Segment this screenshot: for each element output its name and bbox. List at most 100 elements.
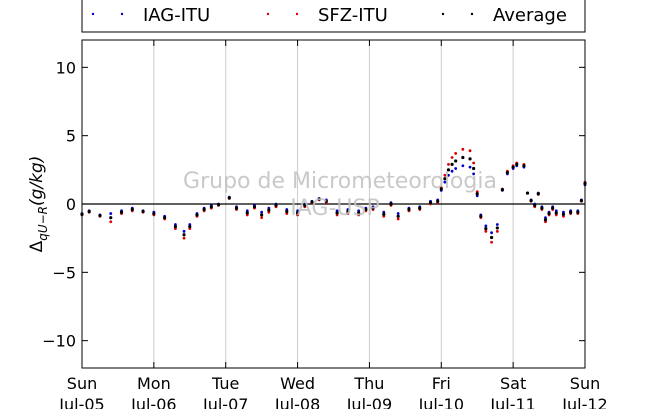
point-2-66 (551, 206, 555, 210)
point-1-47 (468, 149, 472, 153)
point-2-45 (454, 159, 458, 163)
point-2-31 (357, 211, 361, 215)
x-tick-label-date-6: Jul-11 (489, 395, 535, 409)
point-2-55 (505, 170, 509, 175)
y-axis-label-delta: Δ (27, 240, 47, 252)
point-2-23 (285, 209, 289, 214)
point-2-70 (576, 210, 580, 214)
x-tick-label-day-6: Sat (500, 374, 526, 393)
point-2-52 (489, 235, 494, 240)
legend-marker-b-1 (295, 12, 299, 16)
point-0-36 (396, 212, 400, 215)
point-2-32 (364, 207, 368, 212)
point-2-21 (267, 208, 271, 212)
point-2-36 (396, 214, 400, 218)
point-2-50 (479, 214, 483, 218)
point-2-34 (382, 212, 386, 216)
point-2-56 (511, 165, 515, 169)
point-1-48 (472, 161, 476, 165)
point-1-44 (450, 156, 454, 159)
point-0-51 (484, 224, 488, 228)
y-tick-label-4: −10 (42, 332, 76, 351)
x-tick-label-date-5: Jul-10 (418, 395, 464, 409)
point-0-48 (472, 172, 476, 176)
point-2-65 (547, 211, 551, 216)
point-2-17 (234, 206, 239, 210)
point-2-62 (536, 192, 540, 196)
point-2-20 (260, 213, 264, 217)
point-2-8 (163, 216, 167, 220)
point-2-33 (371, 206, 375, 210)
point-2-30 (346, 209, 350, 214)
point-1-20 (260, 216, 264, 220)
point-2-67 (554, 211, 558, 215)
point-2-14 (209, 205, 213, 209)
point-2-68 (561, 212, 566, 216)
x-tick-label-day-2: Tue (211, 374, 239, 393)
point-2-10 (182, 233, 186, 237)
legend-items: IAG-ITU SFZ-ITU Average (91, 5, 567, 26)
y-axis-label-subscript: qU−R (36, 206, 50, 241)
x-tick-label-day-3: Wed (280, 374, 315, 393)
point-2-35 (389, 202, 393, 206)
x-tick-label-date-2: Jul-07 (202, 395, 248, 409)
point-2-1 (87, 209, 91, 214)
point-2-18 (245, 211, 249, 215)
legend-marker-a-1 (266, 12, 270, 16)
point-2-22 (274, 203, 278, 207)
x-tick-label-date-1: Jul-06 (130, 395, 176, 409)
point-0-42 (443, 180, 447, 184)
point-2-61 (533, 203, 537, 207)
point-2-37 (407, 207, 411, 212)
point-2-63 (540, 206, 544, 210)
data-points (80, 147, 587, 244)
x-tick-label-date-3: Jul-08 (274, 395, 320, 409)
point-2-16 (227, 196, 231, 200)
point-0-47 (468, 165, 472, 169)
point-0-53 (495, 223, 499, 226)
legend-marker-a-0 (91, 12, 95, 16)
point-0-20 (260, 210, 264, 214)
point-0-46 (461, 164, 465, 168)
legend-box (81, 0, 586, 33)
point-2-5 (130, 207, 134, 212)
point-0-45 (454, 167, 458, 170)
point-2-64 (543, 218, 548, 222)
x-tick-label-day-7: Sun (570, 374, 600, 393)
x-tick-label-day-0: Sun (67, 374, 97, 393)
point-2-53 (495, 226, 499, 230)
point-1-10 (182, 236, 186, 240)
point-2-38 (418, 206, 422, 210)
point-2-40 (436, 199, 440, 203)
watermark-line2: IAG-USP (290, 196, 379, 221)
point-2-6 (141, 209, 145, 214)
point-2-71 (579, 198, 584, 203)
point-0-10 (182, 229, 186, 233)
y-tick-labels: 10 5 0 −5 −10 (42, 58, 76, 350)
point-2-58 (522, 164, 526, 168)
point-2-54 (500, 188, 504, 192)
point-2-19 (252, 205, 257, 209)
legend-label-1: SFZ-ITU (318, 5, 388, 26)
point-2-15 (216, 203, 221, 207)
point-2-46 (461, 155, 465, 160)
y-axis-label: ΔqU−R(g/kg) (27, 156, 50, 253)
y-tick-label-3: −5 (52, 263, 76, 282)
x-tick-labels: Sun Jul-05 Mon Jul-06 Tue Jul-07 Wed Jul-08 Thu J… (58, 374, 607, 409)
point-2-39 (428, 201, 433, 205)
point-2-49 (475, 192, 479, 196)
legend-marker-b-2 (470, 12, 474, 16)
point-2-41 (439, 187, 443, 191)
point-2-26 (310, 200, 314, 204)
axis-ticks (81, 40, 586, 368)
point-2-12 (195, 213, 199, 217)
y-tick-label-0: 10 (56, 58, 76, 77)
x-tick-label-date-4: Jul-09 (346, 395, 392, 409)
point-2-2 (98, 214, 102, 218)
legend-label-0: IAG-ITU (143, 5, 210, 26)
point-2-57 (515, 162, 519, 166)
y-tick-label-2: 0 (66, 195, 76, 214)
point-2-47 (468, 157, 472, 161)
point-1-53 (495, 229, 499, 233)
